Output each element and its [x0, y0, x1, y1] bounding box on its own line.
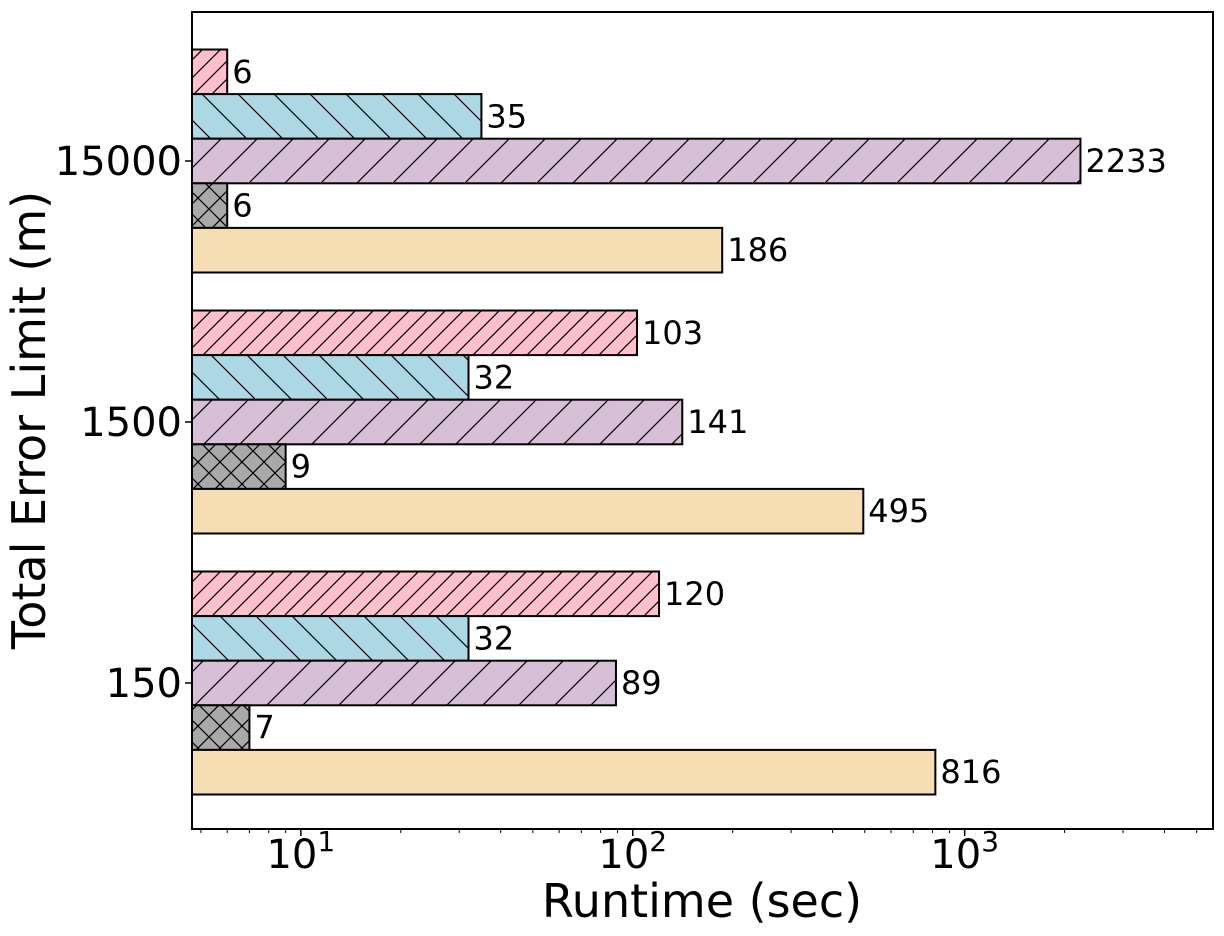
data-label: 120	[664, 575, 725, 613]
bars-layer	[191, 48, 1082, 796]
x-axis-title: Runtime (sec)	[542, 874, 862, 928]
bar-hatch	[192, 571, 660, 617]
bar-hatch	[192, 94, 482, 139]
y-tick-label: 1500	[80, 400, 182, 446]
data-label: 35	[486, 97, 527, 135]
data-label: 32	[474, 358, 515, 396]
y-tick-label: 15000	[55, 139, 182, 185]
data-label: 103	[642, 314, 703, 352]
y-axis-title: Total Error Limit (m)	[2, 191, 56, 650]
data-label: 141	[687, 403, 748, 441]
bar-hatch	[192, 444, 286, 489]
bar-hatch	[192, 138, 1081, 184]
data-label: 6	[232, 187, 252, 225]
y-tick-label: 150	[106, 661, 182, 707]
bar	[192, 488, 864, 534]
data-label: 186	[727, 231, 788, 269]
x-axis-ticks: 101 102 103	[200, 825, 1198, 878]
x-tick-label: 102	[598, 825, 667, 878]
bar-hatch	[192, 399, 683, 445]
data-label: 6	[232, 53, 252, 91]
bar-hatch	[192, 310, 638, 356]
bar	[192, 749, 936, 795]
bar-hatch	[192, 183, 228, 228]
data-label: 9	[291, 448, 311, 486]
plot-frame	[191, 11, 1214, 830]
data-label: 32	[474, 619, 515, 657]
bar-hatch	[192, 616, 469, 661]
data-label: 816	[940, 753, 1001, 791]
bar	[192, 227, 723, 273]
data-label: 495	[868, 492, 929, 530]
bar-hatch	[192, 660, 616, 706]
bar-hatch	[192, 705, 250, 750]
data-label: 2233	[1085, 142, 1166, 180]
data-labels-layer: 120 32 89 7 816 103 32 141 9 495 6 35 2233 6 186	[232, 53, 1167, 791]
x-tick-label: 103	[930, 825, 999, 878]
x-tick-label: 101	[266, 825, 335, 878]
bar-hatch	[192, 49, 228, 95]
data-label: 89	[621, 664, 662, 702]
bar-hatch	[192, 355, 469, 400]
data-label: 7	[254, 709, 274, 747]
y-axis-ticks: 150 1500 15000	[55, 139, 192, 707]
